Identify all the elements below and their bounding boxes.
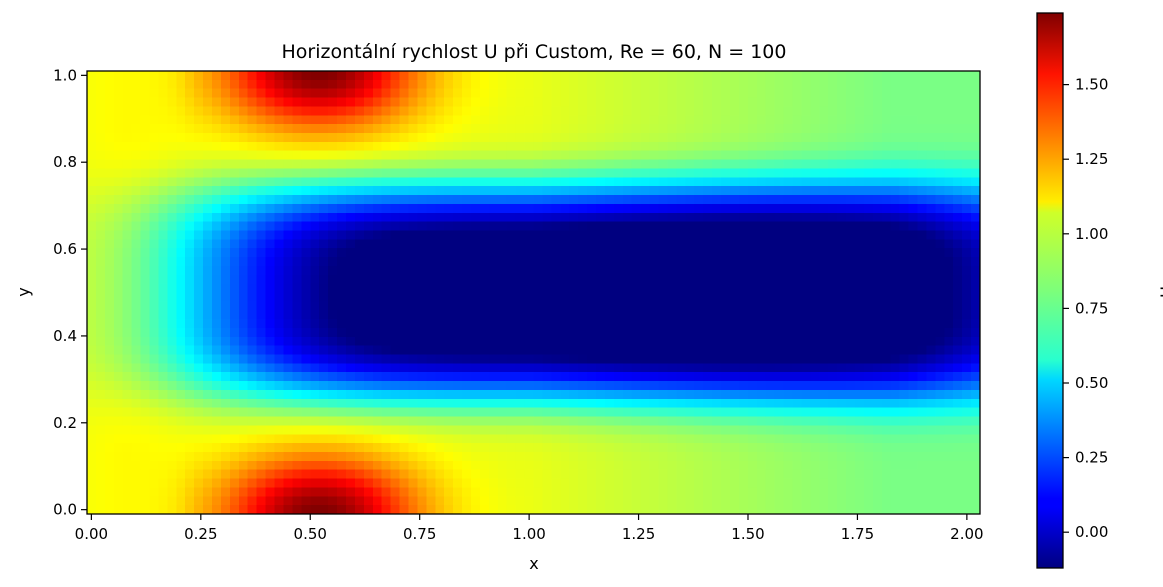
- heatmap: [87, 71, 980, 514]
- colorbar-tick-label: 1.25: [1075, 150, 1108, 168]
- x-tick-label: 1.00: [512, 525, 545, 543]
- plot-frame: [86, 70, 981, 515]
- colorbar-ticks: 0.00 0.25 0.50 0.75 1.00 1.25 1.50: [1063, 76, 1108, 541]
- y-axis-ticks: 0.0 0.2 0.4 0.6 0.8 1.0: [53, 66, 87, 519]
- y-tick-label: 1.0: [53, 66, 77, 84]
- heatmap-image: [87, 71, 980, 514]
- y-tick-label: 0.0: [53, 501, 77, 519]
- colorbar-label: U: [1157, 286, 1163, 298]
- x-tick-label: 0.00: [75, 525, 108, 543]
- x-tick-label: 1.50: [731, 525, 764, 543]
- y-tick-label: 0.6: [53, 240, 77, 258]
- y-tick-label: 0.8: [53, 153, 77, 171]
- colorbar-tick-label: 0.75: [1075, 299, 1108, 317]
- x-tick-label: 2.00: [950, 525, 983, 543]
- x-axis-ticks: 0.00 0.25 0.50 0.75 1.00 1.25 1.50 1.75 2.00: [75, 514, 984, 543]
- y-tick-label: 0.4: [53, 327, 77, 345]
- colorbar-tick-label: 1.50: [1075, 76, 1108, 94]
- x-axis-label: x: [529, 554, 538, 573]
- y-tick-label: 0.2: [53, 414, 77, 432]
- colorbar-tick-label: 0.25: [1075, 449, 1108, 467]
- colorbar: [1036, 12, 1064, 569]
- colorbar-tick-label: 0.00: [1075, 523, 1108, 541]
- x-tick-label: 0.25: [184, 525, 217, 543]
- y-axis-label: y: [14, 287, 33, 296]
- x-tick-label: 1.25: [622, 525, 655, 543]
- colorbar-tick-label: 0.50: [1075, 374, 1108, 392]
- chart-title: Horizontální rychlost U při Custom, Re =…: [282, 41, 787, 63]
- x-tick-label: 0.50: [294, 525, 327, 543]
- x-tick-label: 1.75: [841, 525, 874, 543]
- colorbar-tick-label: 1.00: [1075, 225, 1108, 243]
- x-tick-label: 0.75: [403, 525, 436, 543]
